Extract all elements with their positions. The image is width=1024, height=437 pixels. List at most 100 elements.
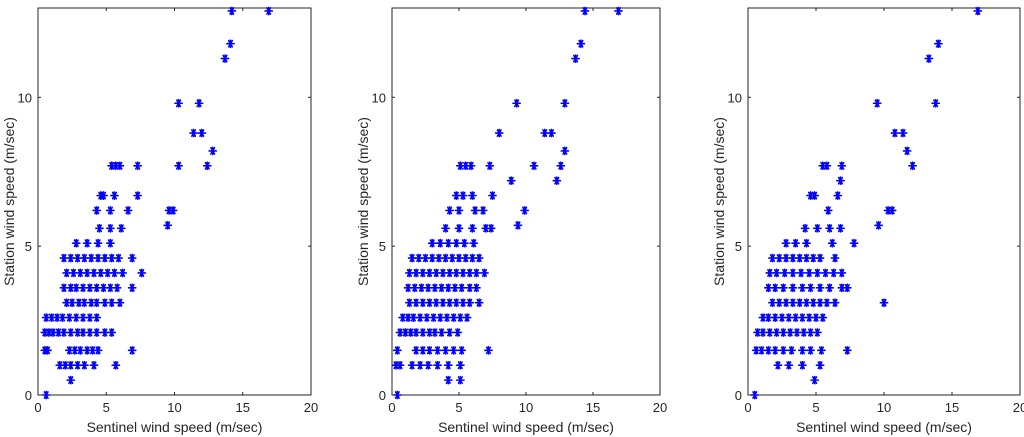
y-tick-label: 0 (735, 388, 742, 403)
data-point (781, 298, 791, 308)
data-point (433, 345, 442, 355)
data-point (547, 128, 556, 138)
data-point (815, 253, 825, 263)
data-point (96, 268, 106, 278)
data-point (791, 313, 801, 323)
y-tick-label: 5 (25, 239, 32, 254)
data-point (777, 313, 787, 323)
data-point (447, 253, 457, 263)
data-point (815, 298, 825, 308)
data-point (849, 238, 859, 248)
data-point (576, 39, 586, 49)
data-point (66, 360, 76, 370)
data-point (66, 328, 76, 337)
data-point (66, 375, 76, 385)
data-point (105, 223, 115, 233)
y-tick-label: 0 (379, 388, 386, 403)
data-point (781, 253, 791, 263)
data-point (52, 313, 62, 323)
data-point (788, 298, 798, 308)
x-tick-label: 20 (304, 400, 318, 415)
data-point (821, 268, 830, 278)
data-point (822, 298, 832, 308)
data-point (472, 268, 481, 278)
data-point (110, 191, 119, 200)
data-point (778, 283, 788, 293)
data-point (797, 345, 807, 355)
y-tick-label: 10 (728, 90, 742, 105)
data-point (441, 223, 451, 233)
data-point (825, 223, 835, 233)
data-point (59, 328, 69, 337)
data-point (784, 360, 794, 370)
data-point (449, 345, 459, 355)
data-point (92, 298, 102, 308)
data-point (111, 360, 121, 370)
data-point (529, 161, 539, 171)
data-point (127, 283, 137, 293)
data-point (427, 253, 437, 263)
data-point (92, 313, 102, 323)
data-point (85, 283, 95, 293)
data-point (811, 313, 821, 323)
data-point (973, 6, 983, 16)
data-point (443, 238, 453, 248)
data-point (110, 268, 119, 278)
data-point (425, 345, 434, 355)
data-point (837, 268, 847, 278)
data-point (78, 283, 88, 293)
data-point (778, 345, 788, 355)
data-point (488, 191, 497, 200)
data-point (442, 313, 452, 323)
data-point (480, 268, 489, 278)
data-point (189, 128, 199, 138)
data-point (455, 375, 465, 385)
data-point (59, 253, 69, 263)
data-point (415, 360, 425, 370)
data-point (64, 313, 74, 323)
data-point (614, 6, 623, 16)
y-tick-label: 10 (372, 90, 386, 105)
data-point (105, 206, 115, 215)
data-point (800, 223, 810, 233)
y-axis-label: Station wind speed (m/sec) (711, 117, 727, 286)
data-point (85, 328, 95, 337)
data-point (560, 98, 570, 108)
data-point (73, 253, 82, 263)
x-tick-label: 0 (34, 400, 41, 415)
data-point (817, 345, 826, 355)
data-point (837, 161, 847, 171)
data-point (770, 345, 780, 355)
x-tick-label: 15 (236, 400, 250, 415)
x-tick-label: 0 (388, 400, 395, 415)
data-point (88, 345, 97, 355)
data-point (887, 206, 897, 215)
data-point (116, 223, 126, 233)
data-point (441, 345, 451, 355)
data-point (92, 328, 102, 337)
data-point (750, 390, 760, 400)
data-point (453, 328, 463, 337)
data-point (466, 161, 476, 171)
x-tick-label: 5 (812, 400, 819, 415)
data-point (842, 345, 852, 355)
data-point (571, 54, 580, 64)
data-point (41, 390, 51, 400)
data-point (264, 6, 274, 16)
data-point (556, 161, 566, 171)
data-point (788, 253, 798, 263)
data-point (465, 283, 475, 293)
data-point (458, 298, 468, 308)
data-point (78, 313, 88, 323)
data-point (431, 298, 441, 308)
data-point (797, 360, 807, 370)
plot-frame (37, 7, 312, 396)
x-tick-label: 10 (877, 400, 891, 415)
data-point (494, 128, 504, 138)
scatter-panel-left: 0 5 10 15 20 0 5 10 Sentinel wind speed (m/sec) S… (1, 6, 318, 435)
x-tick-label: 15 (586, 400, 600, 415)
data-point (506, 176, 516, 186)
data-point (763, 283, 773, 293)
data-point (71, 283, 81, 293)
